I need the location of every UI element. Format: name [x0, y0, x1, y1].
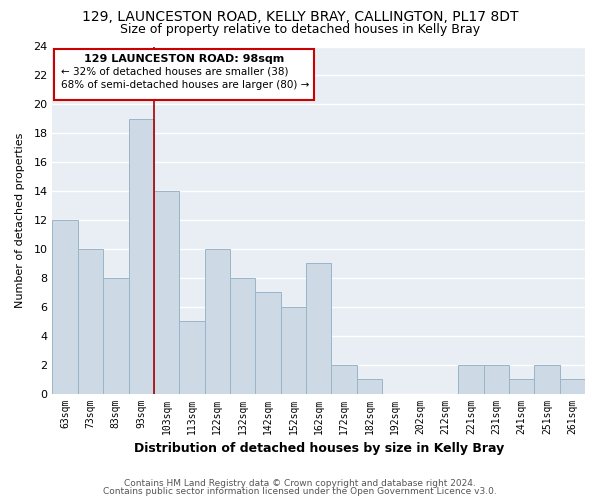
Text: 68% of semi-detached houses are larger (80) →: 68% of semi-detached houses are larger (…	[61, 80, 310, 90]
Y-axis label: Number of detached properties: Number of detached properties	[15, 132, 25, 308]
Bar	[205, 249, 230, 394]
Text: Contains HM Land Registry data © Crown copyright and database right 2024.: Contains HM Land Registry data © Crown c…	[124, 478, 476, 488]
Bar	[256, 292, 281, 394]
Bar	[560, 379, 585, 394]
Text: Size of property relative to detached houses in Kelly Bray: Size of property relative to detached ho…	[120, 22, 480, 36]
Bar	[484, 364, 509, 394]
Bar	[357, 379, 382, 394]
Bar	[230, 278, 256, 394]
Text: Contains public sector information licensed under the Open Government Licence v3: Contains public sector information licen…	[103, 487, 497, 496]
Text: 129 LAUNCESTON ROAD: 98sqm: 129 LAUNCESTON ROAD: 98sqm	[83, 54, 284, 64]
Bar	[128, 119, 154, 394]
Bar	[306, 264, 331, 394]
FancyBboxPatch shape	[54, 50, 314, 100]
Bar	[179, 322, 205, 394]
Bar	[534, 364, 560, 394]
Text: ← 32% of detached houses are smaller (38): ← 32% of detached houses are smaller (38…	[61, 66, 289, 76]
Bar	[281, 307, 306, 394]
Bar	[103, 278, 128, 394]
Bar	[331, 364, 357, 394]
Bar	[458, 364, 484, 394]
Text: 129, LAUNCESTON ROAD, KELLY BRAY, CALLINGTON, PL17 8DT: 129, LAUNCESTON ROAD, KELLY BRAY, CALLIN…	[82, 10, 518, 24]
Bar	[78, 249, 103, 394]
Bar	[154, 191, 179, 394]
X-axis label: Distribution of detached houses by size in Kelly Bray: Distribution of detached houses by size …	[134, 442, 504, 455]
Bar	[52, 220, 78, 394]
Bar	[509, 379, 534, 394]
